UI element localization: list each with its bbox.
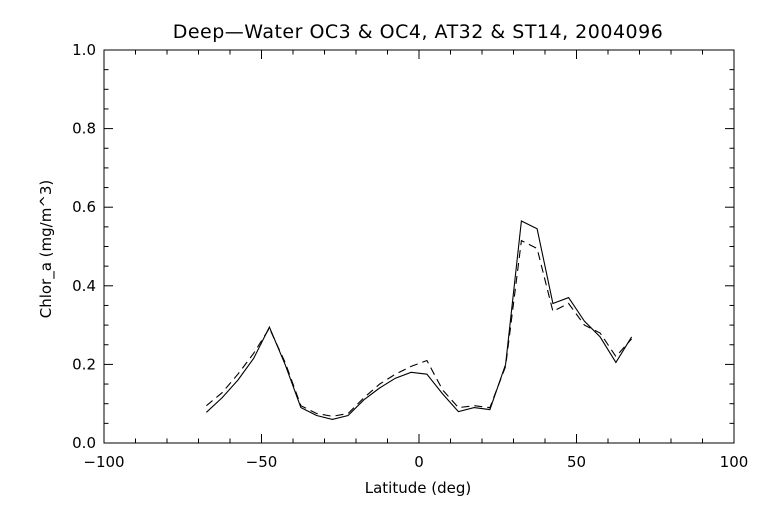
tick-labels: −100 −50 0 50 100 0.0 0.2 0.4 0.6 0.8 1.0 [72,41,748,471]
x-tick-label: 50 [567,453,586,471]
series-layer [206,220,633,420]
y-tick-label: 0.0 [72,434,96,452]
series-line-dashed [206,239,633,417]
plot-frame [103,49,735,444]
series-line-solid [206,220,633,420]
x-tick-label: 100 [720,453,749,471]
y-tick-label: 0.2 [72,355,96,373]
x-axis-title: Latitude (deg) [365,479,471,497]
y-tick-label: 0.4 [72,277,96,295]
x-tick-label: 0 [414,453,424,471]
chart-title: Deep—Water OC3 & OC4, AT32 & ST14, 20040… [173,21,664,43]
x-tick-label: −50 [246,453,278,471]
axis-ticks [103,49,735,444]
x-tick-label: −100 [83,453,124,471]
y-axis-title: Chlor_a (mg/m^3) [37,180,56,319]
y-tick-label: 0.8 [72,120,96,138]
y-tick-label: 0.6 [72,198,96,216]
y-tick-label: 1.0 [72,41,96,59]
